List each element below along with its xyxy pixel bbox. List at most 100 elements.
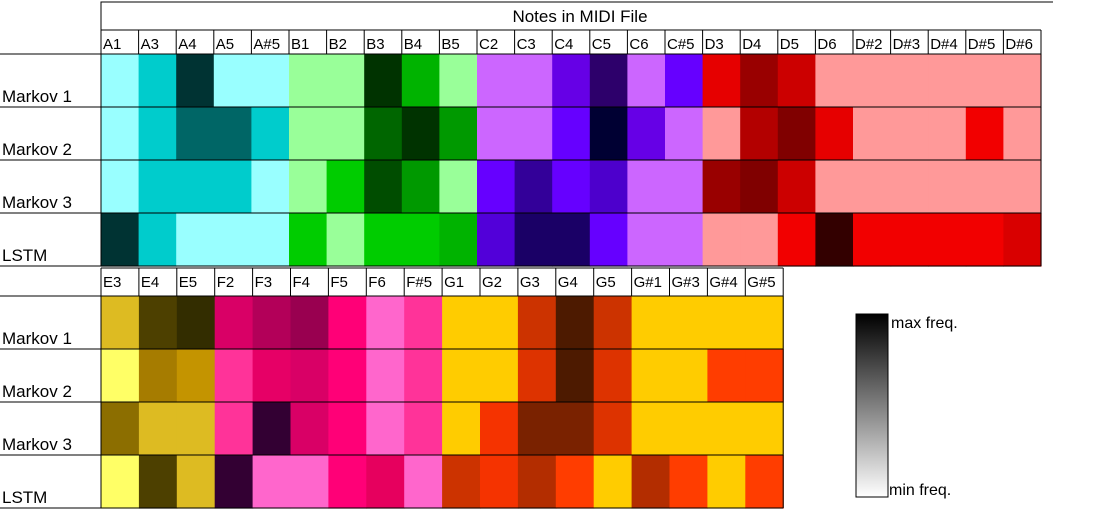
heatmap-cell — [138, 213, 177, 267]
heatmap-cell — [890, 54, 929, 108]
heatmap-cell — [252, 455, 292, 509]
heatmap-panels: A1 A3 A4 A5 A#5 B1 B2 B3 B4 B5 C2 C3 C4 C5 C6 C#5 D3 D4 D5… — [0, 1, 1053, 509]
column-label: D#5 — [968, 36, 996, 53]
heatmap-cell — [101, 402, 140, 456]
column-label: E4 — [141, 274, 159, 291]
heatmap-cell — [138, 455, 178, 509]
heatmap-cell — [627, 160, 666, 214]
heatmap-cell — [404, 349, 443, 403]
heatmap-cell — [1003, 160, 1042, 214]
heatmap-cell — [589, 160, 628, 214]
heatmap-cell — [815, 107, 854, 161]
heatmap-cell — [326, 160, 365, 214]
heatmap-cell — [890, 160, 929, 214]
column-label: B3 — [366, 36, 384, 53]
heatmap-cell — [815, 54, 854, 108]
heatmap-cell — [176, 160, 215, 214]
column-label: F2 — [217, 274, 235, 291]
heatmap-cell — [928, 160, 967, 214]
heatmap-cell — [101, 107, 140, 161]
column-label: G5 — [596, 274, 616, 291]
heatmap-cell — [669, 455, 708, 509]
heatmap-cell — [965, 213, 1004, 267]
heatmap-cell — [290, 402, 329, 456]
heatmap-cell — [702, 54, 741, 108]
heatmap-cell — [552, 107, 591, 161]
heatmap-cell — [669, 349, 708, 403]
heatmap-cell — [101, 213, 140, 267]
column-label: C3 — [517, 36, 536, 53]
heatmap-cell — [214, 349, 254, 403]
heatmap-cell — [627, 54, 666, 108]
heatmap-cell — [439, 107, 478, 161]
row-label: LSTM — [2, 246, 47, 265]
column-label: C2 — [479, 36, 498, 53]
heatmap-cell — [853, 213, 892, 267]
chart-title: Notes in MIDI File — [512, 7, 647, 26]
heatmap-panel-1: A1 A3 A4 A5 A#5 B1 B2 B3 B4 B5 C2 C3 C4 C5 C6 C#5 D3 D4 D5… — [0, 29, 1042, 267]
heatmap-cell — [928, 213, 967, 267]
heatmap-cell — [176, 296, 216, 350]
column-label: B1 — [291, 36, 309, 53]
heatmap-cell — [439, 54, 478, 108]
heatmap-cell — [853, 54, 892, 108]
column-label: F3 — [255, 274, 273, 291]
heatmap-cell — [517, 349, 557, 403]
heatmap-cell — [290, 296, 329, 350]
heatmap-cell — [404, 296, 443, 350]
heatmap-cell — [777, 54, 816, 108]
row-label: Markov 3 — [2, 435, 72, 454]
heatmap-cell — [213, 160, 252, 214]
heatmap-cell — [669, 296, 708, 350]
heatmap-cell — [214, 455, 254, 509]
heatmap-cell — [928, 107, 967, 161]
heatmap-cell — [364, 213, 403, 267]
heatmap-cell — [138, 402, 178, 456]
heatmap-cell — [328, 402, 367, 456]
heatmap-cell — [477, 107, 516, 161]
heatmap-cell — [552, 54, 591, 108]
heatmap-cell — [176, 213, 215, 267]
heatmap-cell — [702, 213, 741, 267]
heatmap-cell — [252, 402, 292, 456]
column-label: A1 — [103, 36, 121, 53]
heatmap-cell — [328, 296, 367, 350]
heatmap-cell — [366, 296, 405, 350]
column-label: A5 — [216, 36, 234, 53]
heatmap-cell — [442, 349, 481, 403]
heatmap-cell — [213, 107, 252, 161]
heatmap-cell — [251, 213, 290, 267]
row-label: Markov 3 — [2, 193, 72, 212]
heatmap-cell — [214, 296, 254, 350]
heatmap-cell — [514, 160, 553, 214]
heatmap-cell — [401, 160, 440, 214]
heatmap-cell — [745, 455, 784, 509]
heatmap-cell — [251, 160, 290, 214]
heatmap-cell — [401, 107, 440, 161]
heatmap-cell — [669, 402, 708, 456]
heatmap-cell — [326, 54, 365, 108]
heatmap-cell — [213, 213, 252, 267]
heatmap-cell — [815, 213, 854, 267]
heatmap-cell — [593, 402, 633, 456]
heatmap-cell — [665, 107, 704, 161]
heatmap-cell — [138, 54, 177, 108]
heatmap-cell — [101, 349, 140, 403]
heatmap-cell — [442, 296, 481, 350]
column-label: E3 — [103, 274, 121, 291]
heatmap-cell — [290, 455, 329, 509]
heatmap-cell — [707, 349, 746, 403]
column-label: D4 — [742, 36, 761, 53]
column-label: G1 — [444, 274, 464, 291]
heatmap-cell — [138, 349, 178, 403]
heatmap-cell — [252, 296, 292, 350]
heatmap-cell — [552, 160, 591, 214]
heatmap-cell — [593, 455, 633, 509]
heatmap-cell — [589, 213, 628, 267]
heatmap-cell — [251, 107, 290, 161]
heatmap-cell — [589, 107, 628, 161]
heatmap-cell — [176, 455, 216, 509]
heatmap-cell — [214, 402, 254, 456]
heatmap-cell — [928, 54, 967, 108]
heatmap-cell — [176, 349, 216, 403]
